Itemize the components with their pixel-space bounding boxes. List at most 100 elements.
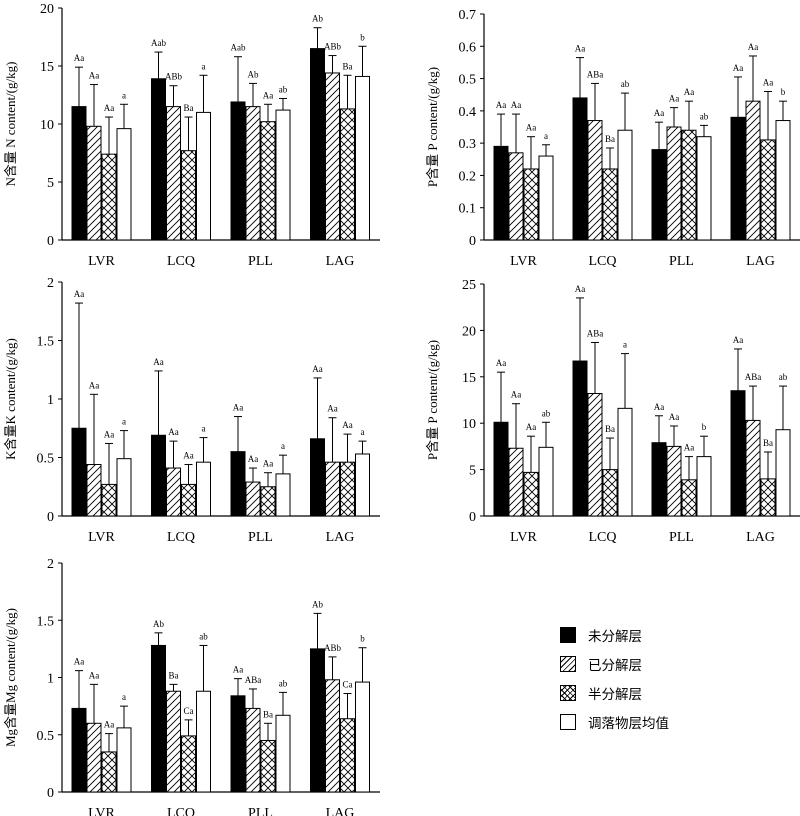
significance-label: Ba (605, 134, 615, 144)
bar (230, 695, 246, 793)
x-tick-label: LCQ (589, 254, 617, 269)
bar (245, 106, 261, 241)
y-tick-label: 0 (469, 510, 476, 525)
significance-label: Aa (183, 451, 194, 461)
significance-label: ab (542, 408, 551, 418)
significance-label: Ab (153, 619, 164, 629)
significance-label: a (202, 424, 206, 434)
bar (493, 145, 509, 241)
legend-item-litter-mean: 调落物层均值 (560, 707, 760, 736)
x-tick-label: LAG (746, 530, 775, 545)
significance-label: Aa (233, 403, 244, 413)
bar (260, 739, 276, 793)
bar (325, 461, 340, 517)
significance-label: ab (279, 678, 288, 688)
bar (196, 461, 211, 517)
bar (166, 467, 181, 517)
bar (116, 128, 132, 241)
y-tick-label: 5 (469, 464, 476, 479)
bar (116, 727, 132, 793)
bar (508, 447, 524, 517)
bar (340, 461, 355, 517)
legend-label: 已分解层 (588, 657, 642, 674)
significance-label: Aa (104, 429, 115, 439)
y-axis-title: Mg含量Mg content/(g/kg) (3, 608, 18, 747)
bar (245, 481, 261, 517)
significance-label: ABb (324, 643, 342, 653)
y-tick-label: 0.1 (459, 202, 477, 217)
significance-label: ABb (324, 42, 342, 52)
bar (275, 473, 291, 517)
y-axis-title: K含量K content/(g/kg) (3, 338, 18, 460)
bar (602, 168, 618, 241)
significance-label: Aa (511, 100, 522, 110)
bar (196, 111, 211, 241)
x-tick-label: PLL (248, 530, 273, 545)
y-tick-label: 2 (47, 276, 54, 291)
bar (325, 72, 340, 241)
significance-label: ab (279, 84, 288, 94)
bar (71, 427, 87, 517)
y-tick-label: 20 (40, 2, 54, 17)
significance-label: Ab (312, 14, 323, 24)
significance-label: a (361, 427, 365, 437)
y-tick-label: 1.5 (37, 614, 55, 629)
significance-label: Aa (526, 123, 537, 133)
legend-item-decomposed: 已分解层 (560, 649, 760, 678)
significance-label: ABa (245, 675, 262, 685)
x-tick-label: PLL (669, 254, 694, 269)
significance-label: Aa (748, 42, 759, 52)
significance-label: Aa (669, 412, 680, 422)
significance-label: Ab (312, 599, 323, 609)
bar (775, 429, 791, 517)
y-tick-label: 0.2 (459, 169, 477, 184)
bar (340, 108, 355, 241)
significance-label: Aa (733, 335, 744, 345)
y-tick-label: 0 (469, 234, 476, 249)
x-tick-label: LCQ (167, 530, 195, 545)
legend-swatch-solid (560, 626, 576, 643)
significance-label: Ba (263, 709, 273, 719)
significance-label: Aa (233, 665, 244, 675)
y-tick-label: 0.7 (459, 8, 477, 23)
x-tick-label: LVR (88, 530, 115, 545)
bar (681, 479, 697, 517)
bar (181, 483, 196, 517)
bar (775, 120, 791, 241)
bar (230, 451, 246, 517)
significance-label: a (122, 692, 126, 702)
significance-label: Ca (343, 680, 353, 690)
y-tick-label: 1 (47, 672, 54, 687)
y-tick-label: 5 (47, 176, 54, 191)
bar (681, 129, 697, 241)
bar (340, 718, 355, 793)
significance-label: Aa (248, 454, 259, 464)
significance-label: ABb (165, 72, 183, 82)
significance-label: Aa (684, 443, 695, 453)
significance-label: Ba (343, 61, 353, 71)
y-axis-title: P含量 P content/(g/kg) (425, 340, 440, 460)
bar (86, 464, 102, 517)
significance-label: Aa (312, 364, 323, 374)
significance-label: Aab (231, 43, 246, 53)
bar (101, 483, 117, 517)
x-tick-label: LCQ (167, 254, 195, 269)
y-tick-label: 0.3 (459, 137, 477, 152)
y-tick-label: 15 (462, 371, 476, 386)
x-tick-label: LAG (326, 254, 355, 269)
x-tick-label: LCQ (589, 530, 617, 545)
bar (696, 136, 712, 241)
bar (166, 690, 181, 793)
legend-swatch-hatch (560, 655, 576, 672)
bar (196, 690, 211, 793)
significance-label: Aa (74, 53, 85, 63)
y-tick-label: 1.5 (37, 335, 55, 350)
bar (602, 469, 618, 517)
bar (651, 149, 667, 241)
significance-label: Aa (511, 390, 522, 400)
bar (355, 453, 370, 517)
significance-label: Aa (733, 63, 744, 73)
x-tick-label: PLL (248, 254, 273, 269)
significance-label: ab (779, 372, 788, 382)
x-tick-label: LVR (510, 254, 537, 269)
